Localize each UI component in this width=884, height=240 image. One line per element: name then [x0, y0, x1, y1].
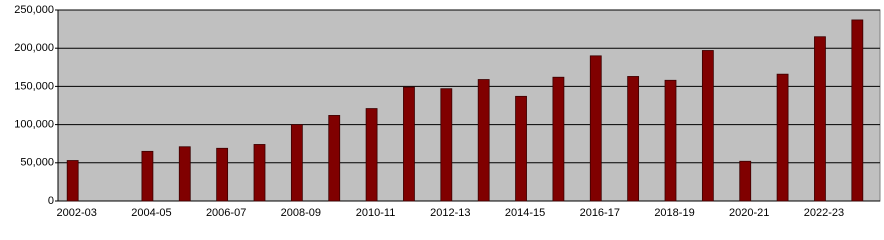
chart: 0 50,000 100,000 150,000 200,000 250,000 2002-…: [14, 4, 881, 219]
bar: [328, 115, 341, 202]
x-tick-label: 2014-15: [505, 207, 545, 219]
x-tick-label: 2004-05: [131, 207, 171, 219]
bar: [253, 144, 266, 202]
x-tick-label: 2022-23: [804, 207, 844, 219]
bar: [552, 76, 565, 202]
bar: [851, 19, 864, 202]
bar: [739, 160, 752, 202]
x-tick-label: 2012-13: [430, 207, 470, 219]
bar: [178, 146, 191, 202]
bar: [440, 88, 453, 202]
bar: [515, 95, 527, 202]
x-tick-label: 2020-21: [729, 207, 769, 219]
bar: [66, 160, 79, 202]
y-tick-label: 150,000: [14, 80, 54, 92]
bar: [290, 124, 303, 202]
bar: [814, 36, 826, 202]
bar: [701, 50, 714, 202]
y-tick-label: 250,000: [14, 4, 54, 16]
y-tick-label: 200,000: [14, 42, 54, 54]
y-tick-label: 100,000: [14, 119, 54, 131]
x-tick-label: 2002-03: [56, 207, 96, 219]
bar: [589, 55, 602, 202]
x-tick-label: 2006-07: [206, 207, 246, 219]
bar: [627, 76, 640, 202]
bar: [477, 79, 490, 202]
x-tick-label: 2018-19: [654, 207, 694, 219]
bar: [365, 108, 378, 202]
x-tick-label: 2008-09: [281, 207, 321, 219]
bar: [403, 86, 415, 202]
bar: [664, 79, 677, 202]
y-tick-label: 0: [48, 195, 54, 207]
bar: [776, 73, 789, 202]
x-tick-label: 2016-17: [580, 207, 620, 219]
bar: [216, 147, 229, 202]
x-tick-label: 2010-11: [356, 207, 396, 219]
y-tick-label: 50,000: [20, 157, 54, 169]
bar: [141, 150, 154, 202]
